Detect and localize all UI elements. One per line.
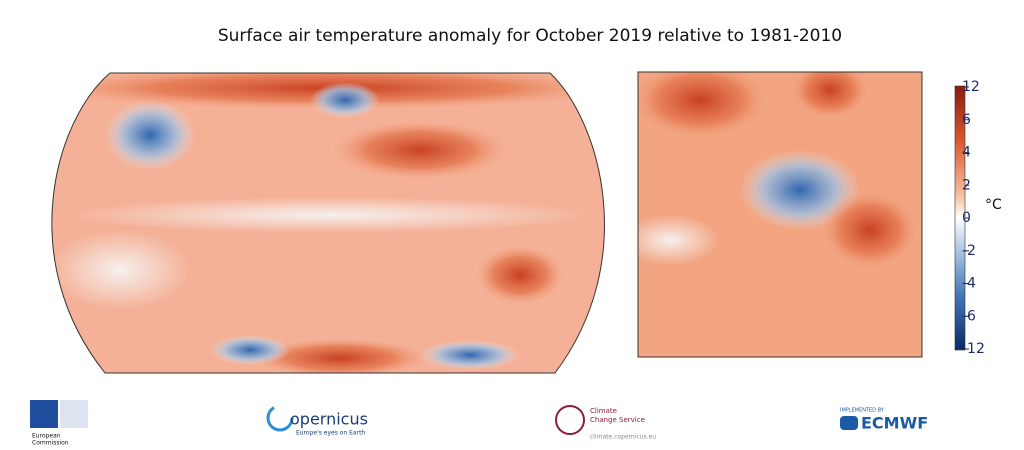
copernicus-logo: opernicus Europe's eyes on Earth <box>266 404 368 437</box>
c3s-name: Climate <box>590 407 617 415</box>
europe-map <box>638 72 922 357</box>
world-map <box>51 73 605 373</box>
colorbar-tick-label: 2 <box>962 177 971 193</box>
c3s-logo: Climate Change Service climate.copernicu… <box>555 405 656 441</box>
title: Surface air temperature anomaly for Octo… <box>218 26 842 46</box>
colorbar-unit: °C <box>985 197 1002 213</box>
c3s-url: climate.copernicus.eu <box>590 434 656 441</box>
colorbar-tick-label: 12 <box>962 79 980 95</box>
map-frame <box>51 72 605 374</box>
copernicus-ring <box>266 404 294 432</box>
ecmwf-logo: IMPLEMENTED BY ECMWF <box>840 408 928 433</box>
ecmwf-name: ECMWF <box>861 414 928 433</box>
ec-text: Commission <box>32 440 69 447</box>
ec-logo: European Commission <box>30 400 88 447</box>
colorbar-tick-label: -6 <box>962 308 976 324</box>
colorbar-tick-label: -2 <box>962 243 976 259</box>
ecmwf-note: IMPLEMENTED BY <box>840 408 885 414</box>
copernicus-name: opernicus <box>290 410 368 429</box>
colorbar-tick-label: 4 <box>962 145 971 161</box>
ec-flag <box>30 400 58 428</box>
c3s-name: Change Service <box>590 416 645 424</box>
colorbar-tick-label: 0 <box>962 210 971 226</box>
colorbar-tick-label: -4 <box>962 276 976 292</box>
ec-building <box>60 400 88 428</box>
inset-frame <box>637 71 923 358</box>
colorbar-tick-label: -12 <box>962 341 985 357</box>
copernicus-tagline: Europe's eyes on Earth <box>296 430 365 437</box>
c3s-icon <box>555 405 585 435</box>
colorbar-tick-label: 6 <box>962 112 971 128</box>
ecmwf-icon <box>840 416 858 430</box>
ec-text: European <box>32 433 61 440</box>
